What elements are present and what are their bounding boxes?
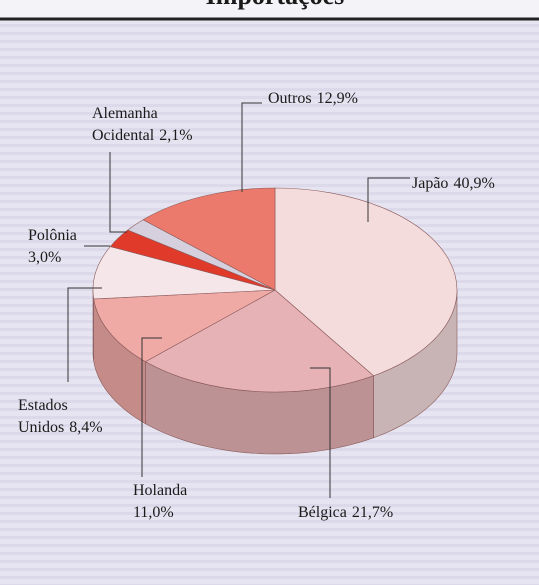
slice-label: Estados Unidos 8,4%	[18, 397, 103, 436]
leader-line	[367, 177, 410, 222]
slice-label: Japão 40,9%	[412, 175, 495, 192]
leader-line	[310, 367, 331, 498]
pie-slice	[274, 187, 458, 377]
labels: Japão 40,9% Bélgica 21,7% Holanda 11,0% Estado…	[18, 90, 495, 521]
slice-label: Bélgica 21,7%	[298, 504, 393, 521]
value-label: 11,0%	[133, 504, 174, 521]
title-band	[0, 0, 539, 18]
leader-line	[67, 287, 102, 382]
value-label: 12,9%	[317, 90, 358, 107]
leader-line	[109, 152, 127, 233]
leader-line	[241, 102, 262, 192]
value-label: 8,4%	[69, 419, 102, 436]
chart-title: Importações	[206, 0, 345, 10]
pie-side	[92, 289, 95, 362]
pie-slice	[142, 187, 276, 291]
category-label: Unidos	[18, 419, 64, 436]
value-label: 2,1%	[159, 127, 192, 144]
category-label: Holanda	[133, 482, 187, 499]
category-label: Estados	[18, 397, 68, 414]
category-label: Bélgica	[298, 504, 347, 521]
pie-slice	[93, 289, 276, 363]
category-label: Japão	[412, 175, 448, 192]
slice-label: Alemanha Ocidental 2,1%	[92, 105, 193, 144]
category-label: Outros	[268, 90, 312, 107]
value-label: 21,7%	[352, 504, 393, 521]
slice-label: Holanda 11,0%	[133, 482, 187, 521]
slice-label: Outros 12,9%	[268, 90, 358, 107]
category-label: Polônia	[28, 227, 77, 244]
pie-slice	[144, 289, 375, 393]
pie	[92, 187, 458, 455]
pie-slice	[92, 246, 276, 300]
slice-label: Polônia 3,0%	[28, 227, 77, 266]
value-label: 3,0%	[28, 249, 61, 266]
category-label: Alemanha	[92, 105, 158, 122]
category-label: Ocidental	[92, 127, 155, 144]
leader-line	[141, 337, 162, 477]
value-label: 40,9%	[453, 175, 494, 192]
